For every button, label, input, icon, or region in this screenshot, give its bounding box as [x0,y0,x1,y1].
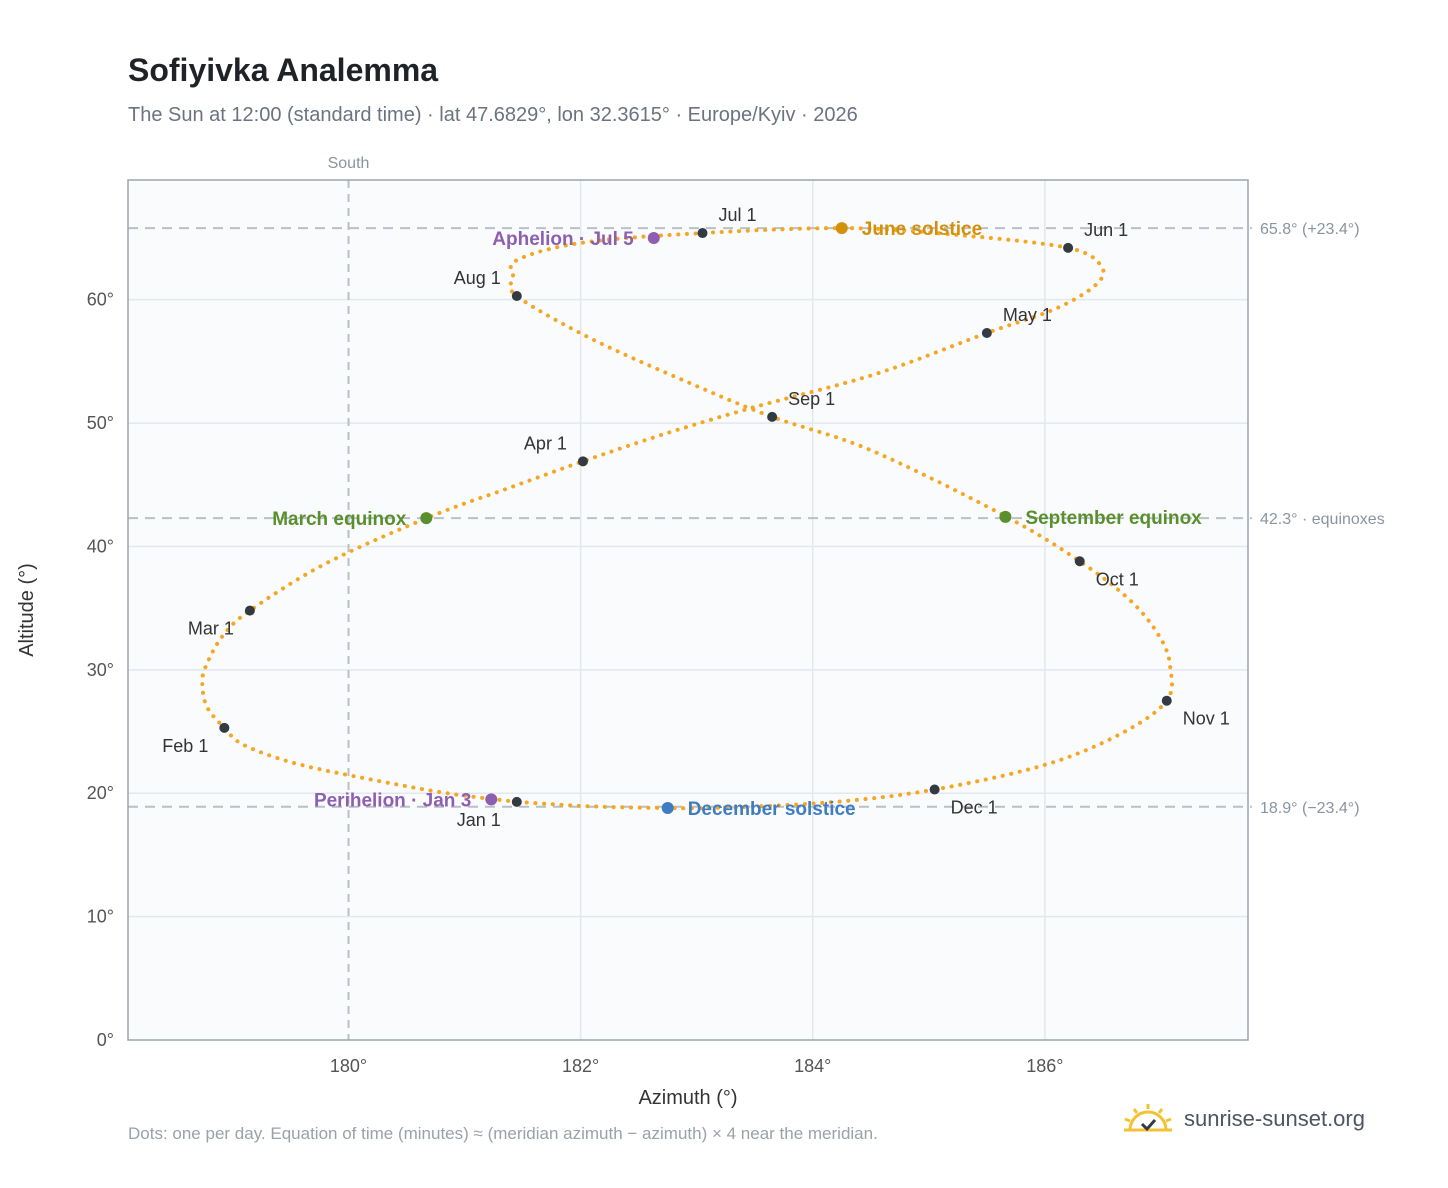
south-label: South [328,155,370,172]
y-tick-label: 0° [97,1030,114,1050]
event-marker-dot [661,802,674,815]
plot-frame [127,179,1249,1041]
reference-label: 65.8° (+23.4°) [1260,221,1360,238]
event-marker-dot [647,231,660,244]
month-marker-label: Dec 1 [951,798,998,818]
y-tick-label: 30° [87,660,114,680]
chart-subtitle: The Sun at 12:00 (standard time) · lat 4… [128,104,858,126]
brand[interactable]: sunrise-sunset.org [1122,1102,1365,1136]
chart-title: Sofiyivka Analemma [128,52,439,88]
event-marker-label: September equinox [1025,508,1202,529]
analemma-daily-dots [200,226,1174,811]
month-marker-dot [244,605,255,616]
month-marker-label: May 1 [1003,305,1052,325]
axis-layer: 180° 182° 184° 186° 0° 10° 20° 30° 40° 50° 60° [87,290,1064,1076]
event-marker-dot [420,512,433,525]
event-marker-label: December solstice [688,799,856,820]
event-marker-label: Perihelion · Jan 3 [314,790,471,811]
month-marker-label: Oct 1 [1096,569,1139,589]
brand-name: sunrise-sunset.org [1184,1106,1365,1131]
event-marker-label: March equinox [272,509,407,530]
sun-logo-icon [1124,1104,1172,1132]
month-marker-label: Jan 1 [457,810,501,830]
y-tick-label: 20° [87,783,114,803]
month-marker-dot [219,722,230,733]
y-tick-label: 50° [87,413,114,433]
footnote: Dots: one per day. Equation of time (min… [128,1124,878,1143]
month-marker-label: Jul 1 [719,205,757,225]
event-marker-label: Aphelion · Jul 5 [492,229,634,250]
month-marker-dot [697,228,708,239]
event-marker-dot [835,222,848,235]
month-marker-label: Sep 1 [788,389,835,409]
month-marker-dot [1074,556,1085,567]
reference-label: 18.9° (−23.4°) [1260,800,1360,817]
y-axis-label: Altitude (°) [16,563,38,657]
month-marker-label: Feb 1 [162,736,208,756]
month-marker-dot [511,290,522,301]
month-marker-label: Apr 1 [524,433,567,453]
x-tick-label: 182° [562,1056,599,1076]
x-tick-label: 186° [1026,1056,1063,1076]
month-marker-label: Mar 1 [188,619,234,639]
month-marker-dot [929,784,940,795]
event-marker-dot [485,793,498,806]
month-marker-dot [767,411,778,422]
x-axis-label: Azimuth (°) [638,1087,737,1109]
month-marker-dot [1161,695,1172,706]
month-marker-dot [1063,242,1074,253]
reference-lines: South 65.8° (+23.4°) 42.3° · equinoxes 18.9… [128,155,1385,1040]
month-marker-label: Jun 1 [1084,220,1128,240]
event-marker-dot [999,510,1012,523]
y-tick-label: 60° [87,290,114,310]
month-marker-label: Nov 1 [1183,709,1230,729]
month-marker-dot [981,327,992,338]
event-markers: March equinox September equinox June solst… [272,219,1202,820]
y-tick-label: 40° [87,536,114,556]
month-markers: Jan 1 Feb 1 Mar 1 Apr 1 May 1 Jun 1 Jul 1 Aug 1… [162,205,1229,830]
reference-label: 42.3° · equinoxes [1260,511,1385,528]
event-marker-label: June solstice [862,219,982,240]
grid-layer [128,180,1248,1040]
month-marker-dot [577,456,588,467]
y-tick-label: 10° [87,907,114,927]
analemma-path [200,226,1174,811]
month-marker-dot [511,796,522,807]
x-tick-label: 184° [794,1056,831,1076]
plot-area [128,180,1248,1040]
month-marker-label: Aug 1 [454,268,501,288]
x-tick-label: 180° [330,1056,367,1076]
